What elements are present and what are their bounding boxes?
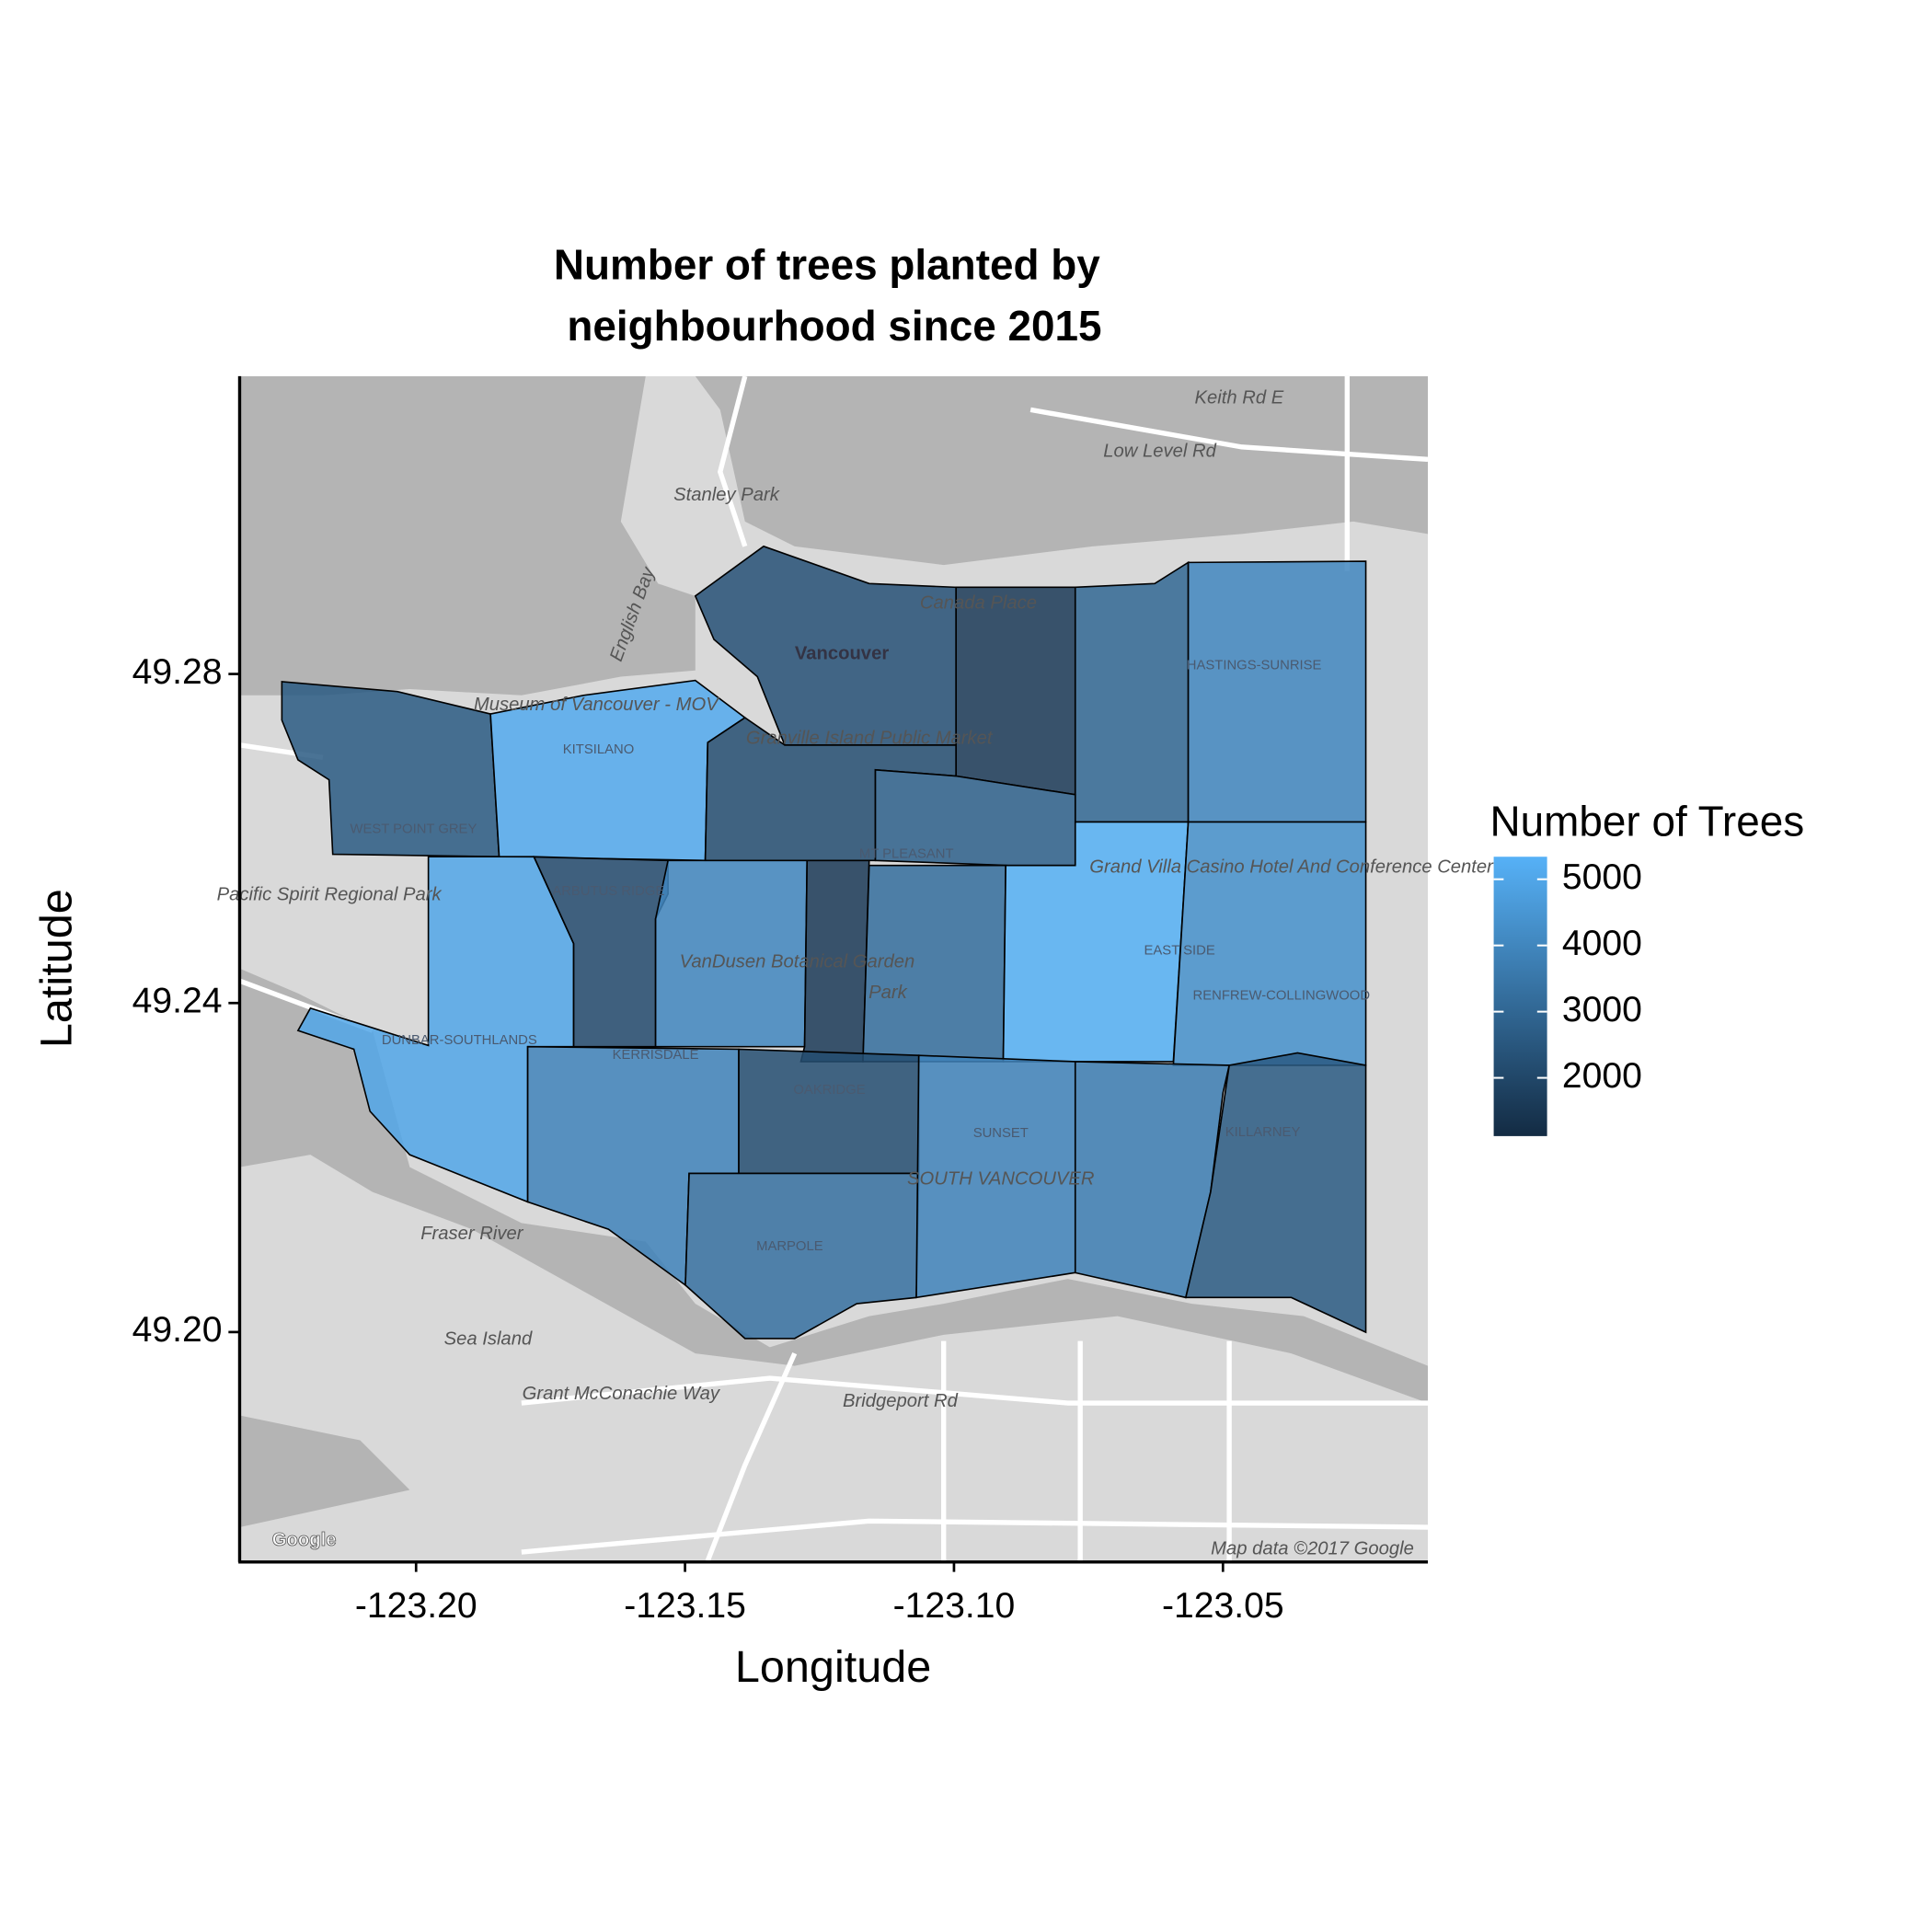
neighbourhood-label: KITSILANO: [563, 742, 634, 757]
legend-label: 5000: [1562, 857, 1642, 897]
legend-label: 3000: [1562, 990, 1642, 1029]
map-label: Canada Place: [920, 592, 1037, 613]
neighbourhood-label: MARPOLE: [756, 1239, 823, 1254]
neighbourhood: [654, 859, 809, 1048]
map-label: SOUTH VANCOUVER: [907, 1168, 1095, 1189]
map-label: Map data ©2017 Google: [1211, 1539, 1414, 1559]
chart-title: neighbourhood since 2015: [567, 302, 1101, 350]
neighbourhood: [1184, 1052, 1367, 1334]
map-label: Pacific Spirit Regional Park: [217, 884, 443, 904]
x-tick-label: -123.15: [624, 1586, 746, 1626]
map-label: Granville Island Public Market: [746, 728, 994, 748]
neighbourhood-label: KILLARNEY: [1225, 1125, 1301, 1140]
map-label: VanDusen Botanical Garden: [680, 951, 915, 972]
neighbourhood: [1187, 560, 1367, 823]
map-label: Google: [272, 1530, 337, 1550]
y-tick-label: 49.28: [132, 652, 223, 692]
y-tick-label: 49.20: [132, 1310, 223, 1350]
neighbourhood: [738, 1048, 920, 1175]
map-label: Sea Island: [444, 1329, 533, 1350]
neighbourhood-label: SUNSET: [973, 1126, 1029, 1141]
map-label: Bridgeport Rd: [843, 1391, 959, 1411]
map-label: Grand Villa Casino Hotel And Conference …: [1089, 857, 1494, 878]
x-tick-label: -123.05: [1162, 1586, 1284, 1626]
chart-title: Number of trees planted by: [554, 241, 1100, 289]
map-labels: WEST POINT GREY KITSILANO HASTINGS-SUNRISE…: [217, 388, 1495, 1559]
legend-label: 4000: [1562, 924, 1642, 963]
neighbourhood-label: ARBUTUS RIDGE: [552, 884, 664, 899]
neighbourhood-label: DUNBAR-SOUTHLANDS: [382, 1033, 537, 1048]
y-axis-label: Latitude: [32, 889, 82, 1048]
map-label: Park: [868, 983, 907, 1003]
map-label: Grant McConachie Way: [523, 1384, 721, 1404]
map-label: Keith Rd E: [1195, 388, 1284, 408]
legend-label: 2000: [1562, 1056, 1642, 1096]
map-label: Fraser River: [420, 1224, 524, 1244]
x-tick-label: -123.20: [355, 1586, 477, 1626]
neighbourhood-label: WEST POINT GREY: [350, 822, 477, 836]
neighbourhood: [955, 586, 1076, 796]
neighbourhood-label: RENFREW-COLLINGWOOD: [1193, 988, 1371, 1003]
neighbourhood-label: EAST SIDE: [1144, 944, 1215, 959]
map-label: Low Level Rd: [1103, 442, 1216, 462]
regions: [281, 545, 1367, 1340]
x-axis-label: Longitude: [735, 1642, 931, 1692]
neighbourhood-label: OAKRIDGE: [793, 1083, 865, 1098]
water: [239, 968, 1429, 1404]
neighbourhood: [281, 681, 500, 858]
water: [239, 1415, 410, 1528]
neighbourhood-label: HASTINGS-SUNRISE: [1187, 658, 1322, 673]
neighbourhood-label: KERRISDALE: [613, 1048, 699, 1063]
map-label: Museum of Vancouver - MOV: [474, 695, 720, 715]
y-tick-label: 49.24: [132, 982, 223, 1021]
x-tick-label: -123.10: [893, 1586, 1016, 1626]
legend-title: Number of Trees: [1490, 797, 1805, 845]
water: [239, 375, 1429, 566]
neighbourhood-label: MT PLEASANT: [859, 846, 954, 861]
map-label: Vancouver: [795, 644, 889, 664]
water: [239, 375, 696, 696]
map-label: Stanley Park: [673, 485, 780, 505]
neighbourhood: [1074, 560, 1190, 823]
colorbar: [1493, 857, 1547, 1136]
